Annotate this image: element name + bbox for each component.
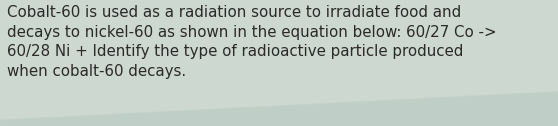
Text: Cobalt-60 is used as a radiation source to irradiate food and
decays to nickel-6: Cobalt-60 is used as a radiation source … bbox=[7, 5, 496, 79]
